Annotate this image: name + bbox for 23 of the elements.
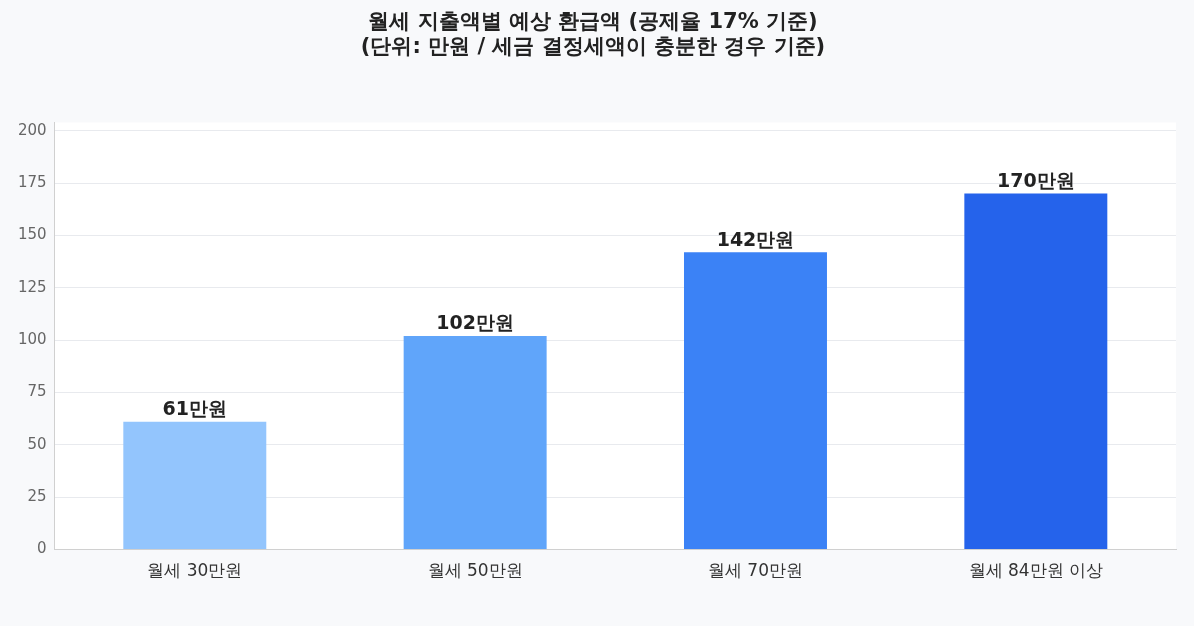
bar [403, 336, 547, 550]
y-tick-label: 25 [27, 487, 47, 506]
y-tick-label: 125 [17, 277, 47, 296]
y-tick-label: 150 [17, 225, 47, 244]
x-tick-label: 월세 30만원 [147, 560, 243, 581]
bar [684, 252, 827, 550]
x-tick-label: 월세 84만원 이상 [968, 560, 1104, 581]
y-tick-label: 0 [37, 539, 47, 558]
y-tick-label: 200 [17, 120, 47, 139]
data-label: 170만원 [996, 169, 1075, 192]
y-tick-label: 50 [27, 434, 47, 453]
x-tick-label: 월세 70만원 [707, 560, 804, 581]
y-tick-label: 100 [17, 330, 47, 349]
y-tick-label: 175 [17, 173, 47, 192]
bar [123, 421, 267, 550]
y-tick-label: 75 [27, 382, 47, 401]
chart-subtitle: (단위: 만원 / 세금 결정세액이 충분한 경우 기준) [360, 34, 826, 59]
x-tick-label: 월세 50만원 [427, 560, 523, 581]
data-label: 142만원 [716, 227, 795, 250]
chart-title: 월세 지출액별 예상 환급액 (공제율 17% 기준) [368, 9, 818, 34]
data-label: 61만원 [162, 397, 228, 420]
data-label: 102만원 [436, 311, 514, 334]
bar [964, 193, 1108, 550]
